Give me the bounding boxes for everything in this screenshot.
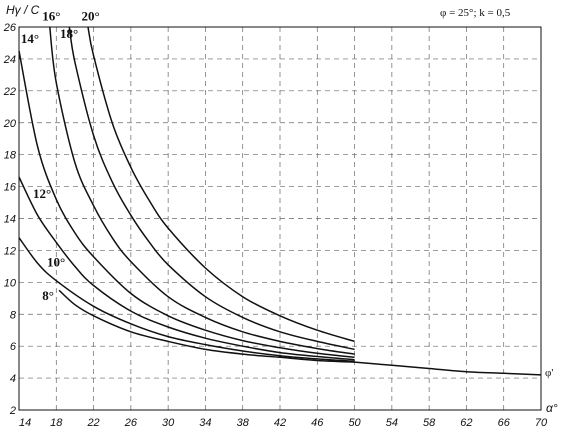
x-tick-label: 46 <box>311 417 324 429</box>
x-tick-label: 66 <box>498 417 511 429</box>
x-tick-label: 42 <box>274 417 286 429</box>
curve-end-label: φ' <box>545 367 553 379</box>
x-axis-label: α° <box>546 401 558 415</box>
series-labels: 8° 10° 12° 14°16°18°20° <box>21 9 100 303</box>
series-label-20-deg: 20° <box>81 9 99 24</box>
series-label-10-deg: 10° <box>47 254 65 269</box>
x-tick-label: 22 <box>86 417 99 429</box>
series-label-18-deg: 18° <box>60 26 78 41</box>
series-label-16-deg: 16° <box>42 9 60 24</box>
x-tick-label: 50 <box>348 417 361 429</box>
x-tick-label: 14 <box>19 417 31 429</box>
x-tick-label: 70 <box>535 417 548 429</box>
tick-labels: 14 18 22 26 30 34 38 42 46 50 54 58 62 66 702468101214… <box>3 22 548 429</box>
x-tick-label: 62 <box>460 417 472 429</box>
y-tick-label: 22 <box>3 86 16 98</box>
x-tick-label: 18 <box>50 417 63 429</box>
y-tick-label: 8 <box>10 309 17 321</box>
curves <box>18 26 542 376</box>
x-tick-label: 30 <box>162 417 175 429</box>
grid <box>19 27 541 410</box>
y-tick-label: 14 <box>4 214 16 226</box>
y-axis-label: Hγ / C <box>6 3 40 17</box>
curve-10-deg <box>18 237 355 363</box>
series-label-8-deg: 8° <box>42 288 54 303</box>
y-tick-label: 18 <box>4 150 17 162</box>
curve-20-deg <box>87 26 355 343</box>
series-label-14-deg: 14° <box>21 31 39 46</box>
plot-frame <box>18 26 542 411</box>
curve-16-deg <box>49 26 355 355</box>
y-tick-label: 10 <box>4 277 17 289</box>
curve-8-deg <box>58 289 355 363</box>
y-tick-label: 2 <box>9 405 16 417</box>
x-tick-label: 54 <box>386 417 398 429</box>
series-label-12-deg: 12° <box>33 186 51 201</box>
chart-annotation: φ = 25°; k = 0,5 <box>440 7 511 19</box>
x-tick-label: 34 <box>199 417 211 429</box>
curve-18-deg <box>68 26 355 351</box>
y-tick-label: 6 <box>10 341 17 353</box>
y-tick-label: 12 <box>4 245 16 257</box>
y-tick-label: 4 <box>10 373 16 385</box>
curve-14-deg <box>18 50 355 359</box>
y-tick-label: 20 <box>3 118 17 130</box>
curve-12-deg <box>18 176 355 361</box>
x-tick-label: 58 <box>423 417 436 429</box>
y-tick-label: 24 <box>3 54 16 66</box>
y-tick-label: 16 <box>4 182 17 194</box>
envelope-curve <box>354 361 542 376</box>
x-tick-label: 38 <box>237 417 250 429</box>
y-tick-label: 26 <box>3 22 17 34</box>
x-tick-label: 26 <box>124 417 138 429</box>
